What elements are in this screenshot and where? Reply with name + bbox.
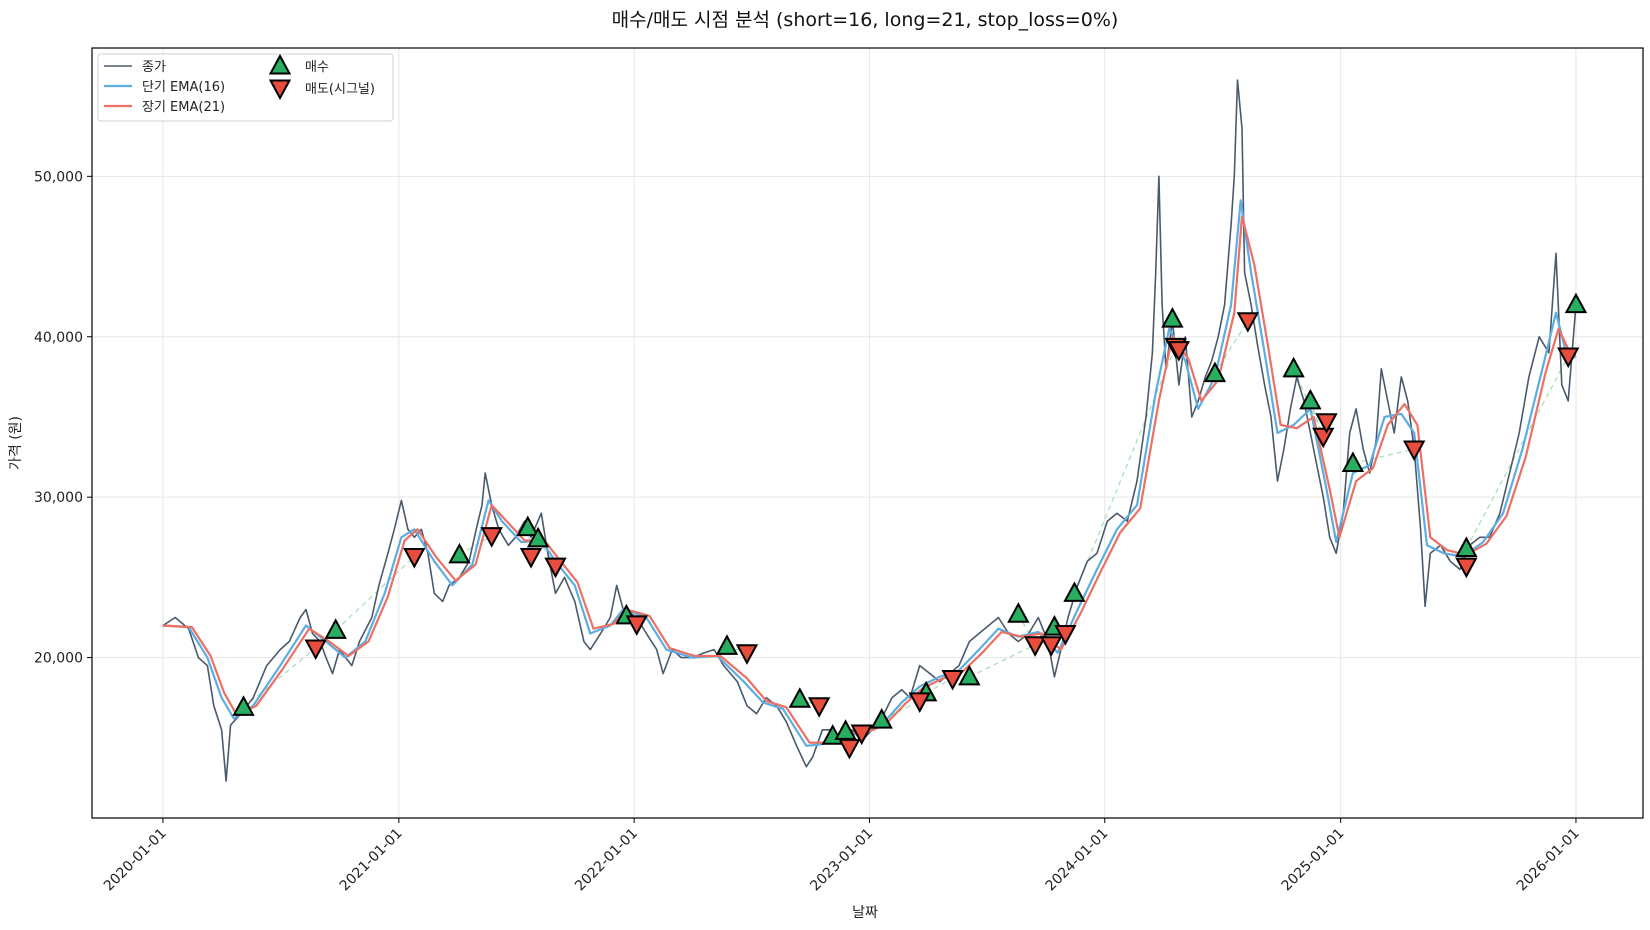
buy-marker xyxy=(516,515,539,537)
x-tick-label: 2023-01-01 xyxy=(807,826,876,895)
buy-marker xyxy=(526,526,550,548)
trade-connector xyxy=(459,535,493,556)
x-tick-label: 2021-01-01 xyxy=(337,826,406,895)
sell-marker xyxy=(1054,625,1077,646)
trade-connector xyxy=(1465,355,1569,549)
legend-label: 장기 EMA(21) xyxy=(142,100,225,115)
sell-marker xyxy=(941,669,964,691)
trade-connectors xyxy=(243,319,1569,748)
sell-marker xyxy=(735,644,759,665)
sell-marker xyxy=(625,615,648,636)
buy-marker xyxy=(448,542,471,564)
legend-label: 매수 xyxy=(305,60,329,75)
trade-connector xyxy=(881,700,921,721)
x-tick-label: 2022-01-01 xyxy=(572,826,641,895)
trade-connector xyxy=(1073,346,1177,594)
close-price-line xyxy=(162,79,1577,782)
buy-marker xyxy=(1007,602,1030,623)
chart-title: 매수/매도 시점 분석 (short=16, long=21, stop_los… xyxy=(612,9,1119,31)
y-axis-label: 가격 (원) xyxy=(8,416,24,470)
sell-marker xyxy=(1167,341,1191,362)
buy-marker xyxy=(715,634,739,655)
buy-marker xyxy=(958,664,981,686)
sell-marker xyxy=(850,724,873,746)
sell-marker xyxy=(908,692,931,713)
sell-marker xyxy=(544,557,567,579)
buy-marker xyxy=(1282,356,1305,378)
trade-connector xyxy=(1352,448,1415,465)
short-ema-line xyxy=(162,199,1577,747)
buy-marker xyxy=(1341,451,1365,472)
y-axis: 20,000 30,000 40,000 50,000 xyxy=(34,169,92,667)
buy-marker xyxy=(1455,536,1478,557)
sell-marker xyxy=(403,548,426,569)
trade-connector xyxy=(243,647,317,708)
sell-marker xyxy=(838,738,861,760)
buy-marker xyxy=(324,618,347,639)
buy-marker xyxy=(1063,581,1086,602)
y-tick-label: 30,000 xyxy=(34,490,83,506)
y-tick-label: 50,000 xyxy=(34,169,83,185)
trade-connector xyxy=(1214,320,1249,374)
buy-marker xyxy=(870,708,893,729)
series-lines xyxy=(162,79,1577,782)
y-tick-label: 20,000 xyxy=(34,651,83,667)
buy-marker xyxy=(1203,361,1227,383)
sell-marker xyxy=(1455,557,1478,579)
x-tick-label: 2024-01-01 xyxy=(1043,826,1112,895)
buy-marker xyxy=(834,719,857,740)
x-tick-label: 2025-01-01 xyxy=(1279,826,1348,895)
sell-marker xyxy=(1023,636,1047,657)
trade-markers xyxy=(232,292,1588,760)
sell-marker xyxy=(519,548,543,569)
x-tick-label: 2026-01-01 xyxy=(1514,826,1583,895)
legend-box xyxy=(97,53,394,122)
sell-marker xyxy=(807,697,831,718)
sell-marker xyxy=(1402,440,1426,462)
trade-connector xyxy=(969,644,1036,678)
sell-marker xyxy=(480,527,503,548)
legend-label: 단기 EMA(16) xyxy=(142,80,225,95)
buy-marker xyxy=(788,687,811,708)
sell-marker xyxy=(1236,312,1260,333)
legend-label: 매도(시그널) xyxy=(305,82,375,97)
plot-frame xyxy=(91,47,1644,819)
sell-marker xyxy=(1312,427,1335,449)
grid xyxy=(92,48,1643,818)
sell-marker xyxy=(304,639,327,661)
x-axis: 2020-01-01 2021-01-01 2022-01-01 2023-01-01… xyxy=(101,818,1583,894)
legend-swatch xyxy=(268,53,292,75)
buy-marker xyxy=(1161,307,1184,328)
legend-swatch xyxy=(268,79,292,101)
buy-marker xyxy=(1564,292,1588,314)
x-axis-label: 날짜 xyxy=(852,905,878,921)
sell-marker xyxy=(1557,347,1580,369)
x-tick-label: 2020-01-01 xyxy=(101,826,170,895)
buy-marker xyxy=(232,695,255,716)
long-ema-line xyxy=(162,215,1577,744)
sell-marker xyxy=(1315,413,1338,434)
buy-marker xyxy=(1299,388,1322,410)
y-tick-label: 40,000 xyxy=(34,330,83,346)
sell-marker xyxy=(1040,636,1063,657)
legend-label: 종가 xyxy=(142,60,166,75)
